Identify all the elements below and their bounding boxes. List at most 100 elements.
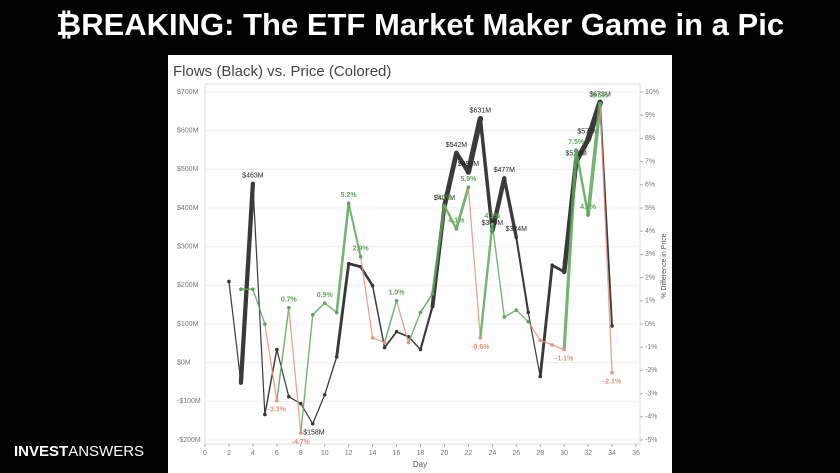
price-segment [311,302,326,316]
price-point [490,222,495,227]
flow-point [562,270,566,274]
price-point [610,370,614,375]
price-segment [288,307,302,434]
flow-segment [347,262,363,269]
flow-segment [383,330,398,349]
price-segment [527,321,541,341]
data-label: -3.3% [268,406,287,413]
x-tick-label: 22 [464,450,472,457]
price-segment [419,293,434,314]
flow-point [310,421,315,426]
data-label: 5.2% [341,192,358,199]
flow-point [334,355,339,359]
data-label: 4.7% [580,204,597,211]
price-point [251,287,255,292]
flow-segment [538,263,554,379]
price-segment [324,302,338,314]
y-tick-label: $600M [177,128,199,135]
price-point [358,254,363,259]
price-point [538,338,543,343]
flow-segment [335,262,351,359]
flow-segment [478,116,495,233]
x-tick-label: 6 [275,450,279,457]
data-label: 4.1% [448,218,465,225]
y2-tick-label: 8% [645,135,655,142]
y-tick-label: $700M [177,89,199,96]
chart-title: Flows (Black) vs. Price (Colored) [173,63,391,80]
price-segment [586,101,602,217]
price-point [502,315,507,319]
data-label: 0.7% [281,297,298,304]
brand-light: ANSWERS [68,443,144,460]
data-label: $477M [494,167,516,174]
price-segment [276,307,290,402]
flow-point [275,347,279,352]
flow-point [298,401,303,406]
price-segment [574,148,590,217]
price-segment [443,204,458,231]
y2-tick-label: 0% [645,321,655,328]
price-point [394,299,399,303]
price-point [370,336,375,340]
price-segment [515,309,529,323]
flow-segment [228,280,242,384]
y2-tick-label: 2% [645,274,655,281]
flow-point [430,304,435,309]
flow-point [514,235,519,240]
price-point [275,398,279,403]
flow-segment [312,394,326,425]
y-tick-label: $0M [177,360,191,367]
flow-point [239,380,243,385]
y-tick-label: $500M [177,166,199,173]
y2-tick-label: 6% [645,182,655,189]
price-point [263,322,267,326]
data-label: -4.7% [292,439,311,446]
flow-point [418,347,423,352]
y2-tick-label: 10% [645,89,659,96]
price-segment [335,202,350,314]
price-point [287,305,291,310]
y2-tick-label: 3% [645,251,655,258]
price-point [454,227,459,231]
data-label: $577M [577,128,599,135]
price-segment [300,314,314,434]
y2-tick-label: -3% [645,390,657,397]
flow-point [346,261,351,266]
price-segment [539,339,553,346]
flow-point [538,374,543,379]
flow-segment [465,115,484,175]
x-tick-label: 10 [321,450,329,457]
price-segment [252,288,266,325]
price-segment [467,186,482,339]
data-label: $324M [506,226,528,233]
y2-tick-label: -2% [645,367,657,374]
y-tick-label: $200M [177,282,199,289]
brand: INVESTANSWERS [14,443,144,460]
price-point [298,431,303,435]
price-point [574,148,578,152]
price-segment [347,202,362,258]
x-tick-label: 34 [608,450,616,457]
x-tick-label: 18 [417,450,425,457]
data-label: -2.1% [603,379,622,386]
x-tick-label: 0 [203,450,207,457]
brand-bold: INVEST [14,443,68,460]
data-label: $493M [458,161,480,168]
flow-point [394,329,399,334]
x-tick-label: 14 [369,450,377,457]
x-tick-label: 20 [441,450,449,457]
data-label: $631M [470,108,492,115]
data-label: 5.1% [436,195,453,202]
chart-panel [168,55,672,473]
y2-axis-label: % Difference in Price [661,233,668,298]
flow-point [287,394,291,399]
price-point [239,287,243,292]
price-point [478,336,483,340]
flow-point [251,181,255,186]
data-label: $463M [242,172,264,179]
y2-tick-label: 7% [645,158,655,165]
flow-point [502,176,507,181]
price-segment [431,204,446,296]
data-label: -0.6% [471,344,490,351]
data-label: 9.5% [592,92,609,99]
